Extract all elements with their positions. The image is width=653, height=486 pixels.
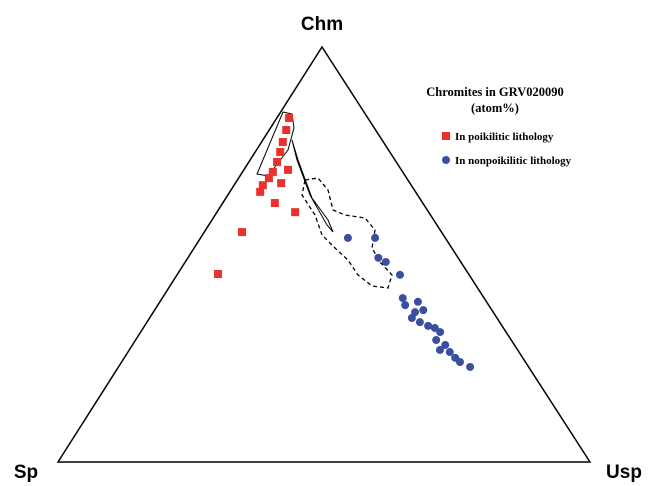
- data-point: [436, 328, 445, 337]
- data-point: [395, 270, 404, 279]
- apex-label: Chm: [301, 14, 343, 35]
- points: [214, 113, 475, 371]
- data-point: [264, 174, 273, 183]
- data-point: [445, 348, 454, 357]
- data-point: [273, 157, 282, 166]
- data-point: [424, 321, 433, 330]
- data-point: [407, 313, 416, 322]
- legend-marker: [442, 132, 450, 140]
- data-point: [398, 294, 407, 303]
- data-point: [419, 306, 428, 315]
- legend-title: Chromites in GRV020090: [426, 85, 564, 99]
- data-point: [413, 297, 422, 306]
- data-point: [466, 362, 475, 371]
- data-point: [256, 187, 265, 196]
- data-point: [258, 181, 267, 190]
- data-point: [455, 357, 464, 366]
- legend-label: In nonpoikilitic lithology: [455, 155, 572, 167]
- data-point: [381, 257, 390, 266]
- data-point: [284, 165, 293, 174]
- nonpoikilitic-field: [301, 177, 393, 289]
- legend-subtitle: (atom%): [471, 101, 519, 115]
- data-point: [291, 208, 300, 217]
- legend-label: In poikilitic lithology: [455, 131, 554, 143]
- data-point: [268, 167, 277, 176]
- data-point: [270, 199, 279, 208]
- data-point: [285, 113, 294, 122]
- data-point: [238, 228, 247, 237]
- data-point: [277, 179, 286, 188]
- data-point: [371, 233, 380, 242]
- data-point: [278, 138, 287, 147]
- data-point: [374, 253, 383, 262]
- data-point: [432, 335, 441, 344]
- data-point: [282, 126, 291, 134]
- triangle: [56, 45, 592, 463]
- data-point: [276, 147, 285, 156]
- legend: In poikilitic lithology In nonpoikilitic …: [442, 131, 572, 167]
- data-point: [401, 301, 410, 310]
- ternary-frame: [56, 45, 592, 463]
- data-point: [415, 318, 424, 327]
- apex-label: Sp: [14, 462, 38, 483]
- data-point: [343, 233, 352, 242]
- apex-label: Usp: [606, 462, 642, 483]
- legend-marker: [442, 156, 450, 164]
- data-point: [435, 345, 444, 354]
- data-point: [441, 340, 450, 349]
- data-point: [214, 270, 223, 279]
